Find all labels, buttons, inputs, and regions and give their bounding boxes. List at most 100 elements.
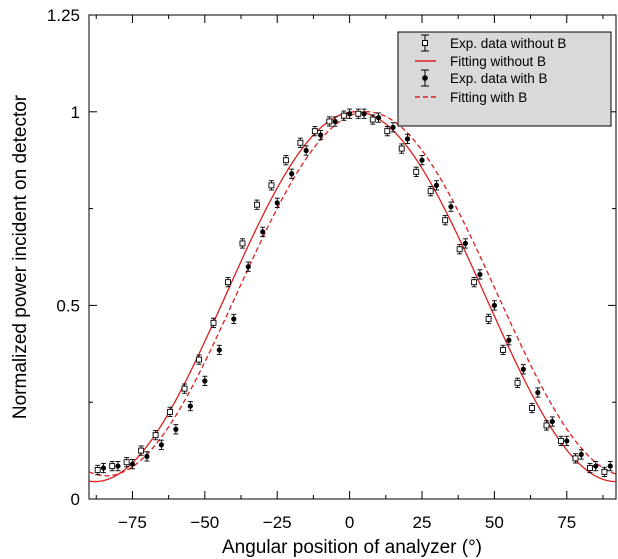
point-without-b xyxy=(196,354,202,365)
marker-dot xyxy=(462,240,469,247)
point-with-b xyxy=(375,112,382,123)
point-without-b xyxy=(456,244,463,255)
legend: Exp. data without B Fitting without B Ex… xyxy=(397,31,612,127)
x-tick-label: −50 xyxy=(190,513,219,532)
marker-dot xyxy=(361,111,367,117)
marker-square xyxy=(442,217,449,224)
marker-dot xyxy=(390,124,396,130)
marker-dot xyxy=(274,200,280,206)
fit-curve-with-b xyxy=(88,111,617,477)
marker-square xyxy=(311,128,318,135)
data-points xyxy=(94,108,613,477)
point-with-b xyxy=(564,435,570,447)
marker-dot xyxy=(144,453,150,460)
point-without-b xyxy=(326,116,333,127)
marker-dot xyxy=(549,418,555,425)
marker-dot xyxy=(448,204,454,210)
point-with-b xyxy=(347,108,353,119)
point-with-b xyxy=(202,375,208,387)
marker-square xyxy=(297,139,304,146)
marker-square xyxy=(558,437,564,444)
y-tick-label: 1 xyxy=(71,103,80,122)
point-with-b xyxy=(274,197,280,208)
marker-dot xyxy=(433,182,440,188)
legend-label-exp-with-b: Exp. data with B xyxy=(450,71,548,86)
point-with-b xyxy=(332,116,338,127)
point-with-b xyxy=(578,449,584,460)
point-without-b xyxy=(586,462,593,474)
point-without-b xyxy=(109,460,116,472)
marker-dot xyxy=(607,463,613,469)
marker-dot xyxy=(115,463,121,469)
marker-dot xyxy=(347,111,353,117)
point-without-b xyxy=(543,420,550,431)
marker-square xyxy=(543,422,550,429)
point-without-b xyxy=(529,402,535,414)
marker-square xyxy=(384,128,391,135)
marker-dot xyxy=(535,389,541,396)
point-with-b xyxy=(448,201,454,212)
marker-square xyxy=(94,467,101,473)
marker-dot xyxy=(506,337,512,343)
marker-dot xyxy=(318,132,324,138)
point-without-b xyxy=(384,126,391,137)
point-without-b xyxy=(239,238,246,249)
x-tick-label: 0 xyxy=(345,513,354,532)
marker-square xyxy=(427,188,434,195)
point-with-b xyxy=(535,387,541,398)
marker-square xyxy=(239,240,246,247)
point-with-b xyxy=(173,424,179,435)
marker-dot xyxy=(289,171,295,177)
marker-square xyxy=(369,116,376,123)
marker-square xyxy=(181,385,188,392)
point-with-b xyxy=(318,129,324,141)
point-with-b xyxy=(477,269,483,280)
point-with-b xyxy=(115,460,121,472)
x-tick-label: −25 xyxy=(263,513,292,532)
marker-dot xyxy=(419,157,425,163)
marker-dot xyxy=(129,461,136,467)
x-tick-label: −75 xyxy=(118,513,147,532)
marker-square xyxy=(109,463,116,470)
marker-square xyxy=(355,110,362,117)
point-without-b xyxy=(167,406,174,417)
point-without-b xyxy=(355,108,362,119)
point-with-b xyxy=(129,459,136,470)
marker-square xyxy=(398,145,405,152)
legend-symbol-filled-circle xyxy=(421,69,429,87)
point-with-b xyxy=(216,344,222,356)
marker-square xyxy=(485,316,492,322)
point-with-b xyxy=(491,300,497,311)
legend-label-fit-without-b: Fitting without B xyxy=(450,54,546,69)
marker-square xyxy=(253,201,260,208)
marker-square xyxy=(167,408,174,415)
point-with-b xyxy=(158,439,164,450)
point-with-b xyxy=(433,180,440,191)
point-without-b xyxy=(210,317,217,328)
marker-square xyxy=(529,405,535,411)
marker-square xyxy=(268,182,275,189)
point-with-b xyxy=(361,108,367,119)
fit-curve-without-b xyxy=(88,111,617,483)
marker-dot xyxy=(260,229,266,235)
point-with-b xyxy=(245,261,251,272)
marker-dot xyxy=(303,147,309,154)
marker-dot xyxy=(158,442,164,448)
point-without-b xyxy=(282,155,289,166)
y-tick-label: 0.5 xyxy=(56,296,80,315)
marker-dot xyxy=(404,136,411,142)
marker-dot xyxy=(593,463,599,469)
marker-square xyxy=(152,432,159,439)
point-without-b xyxy=(572,453,579,464)
point-with-b xyxy=(100,462,107,474)
point-without-b xyxy=(253,199,260,210)
point-with-b xyxy=(289,168,295,179)
marker-dot xyxy=(578,451,584,458)
marker-square xyxy=(340,112,347,119)
point-without-b xyxy=(94,464,101,476)
marker-dot xyxy=(231,316,237,322)
marker-dot xyxy=(520,366,526,372)
marker-dot xyxy=(245,264,251,270)
marker-square xyxy=(456,246,463,253)
marker-square xyxy=(123,459,130,466)
